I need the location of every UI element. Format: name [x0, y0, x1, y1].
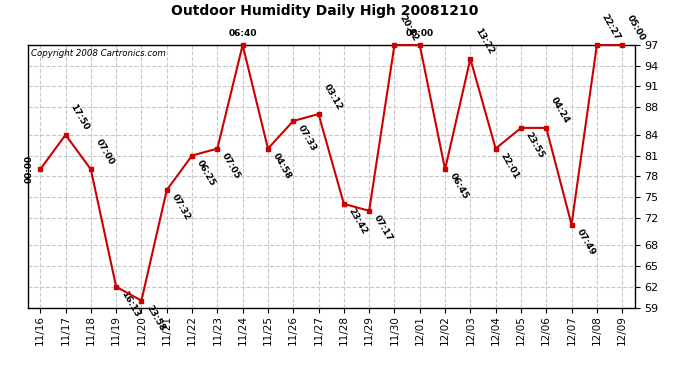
Text: Outdoor Humidity Daily High 20081210: Outdoor Humidity Daily High 20081210	[170, 4, 478, 18]
Text: 07:00: 07:00	[94, 138, 116, 167]
Text: 22:27: 22:27	[600, 13, 622, 42]
Text: 22:01: 22:01	[499, 151, 521, 180]
Text: 00:00: 00:00	[406, 30, 434, 39]
Text: 23:42: 23:42	[347, 207, 369, 236]
Text: 13:22: 13:22	[473, 27, 495, 56]
Text: 07:17: 07:17	[372, 213, 395, 243]
Text: 06:25: 06:25	[195, 158, 217, 188]
Text: 04:58: 04:58	[271, 151, 293, 180]
Text: 20:42: 20:42	[397, 13, 420, 42]
Text: 23:58: 23:58	[144, 303, 166, 333]
Text: 06:40: 06:40	[228, 30, 257, 39]
Text: 03:12: 03:12	[322, 82, 344, 111]
Text: 00:00: 00:00	[25, 155, 34, 183]
Text: 07:05: 07:05	[220, 151, 242, 180]
Text: 07:33: 07:33	[296, 124, 318, 153]
Text: 16:13: 16:13	[119, 290, 141, 319]
Text: Copyright 2008 Cartronics.com: Copyright 2008 Cartronics.com	[30, 49, 166, 58]
Text: 07:49: 07:49	[575, 227, 597, 257]
Text: 17:50: 17:50	[68, 103, 90, 132]
Text: 06:45: 06:45	[448, 172, 470, 201]
Text: 05:00: 05:00	[625, 13, 647, 42]
Text: 07:32: 07:32	[170, 193, 192, 222]
Text: 04:24: 04:24	[549, 96, 571, 125]
Text: 23:55: 23:55	[524, 130, 546, 160]
